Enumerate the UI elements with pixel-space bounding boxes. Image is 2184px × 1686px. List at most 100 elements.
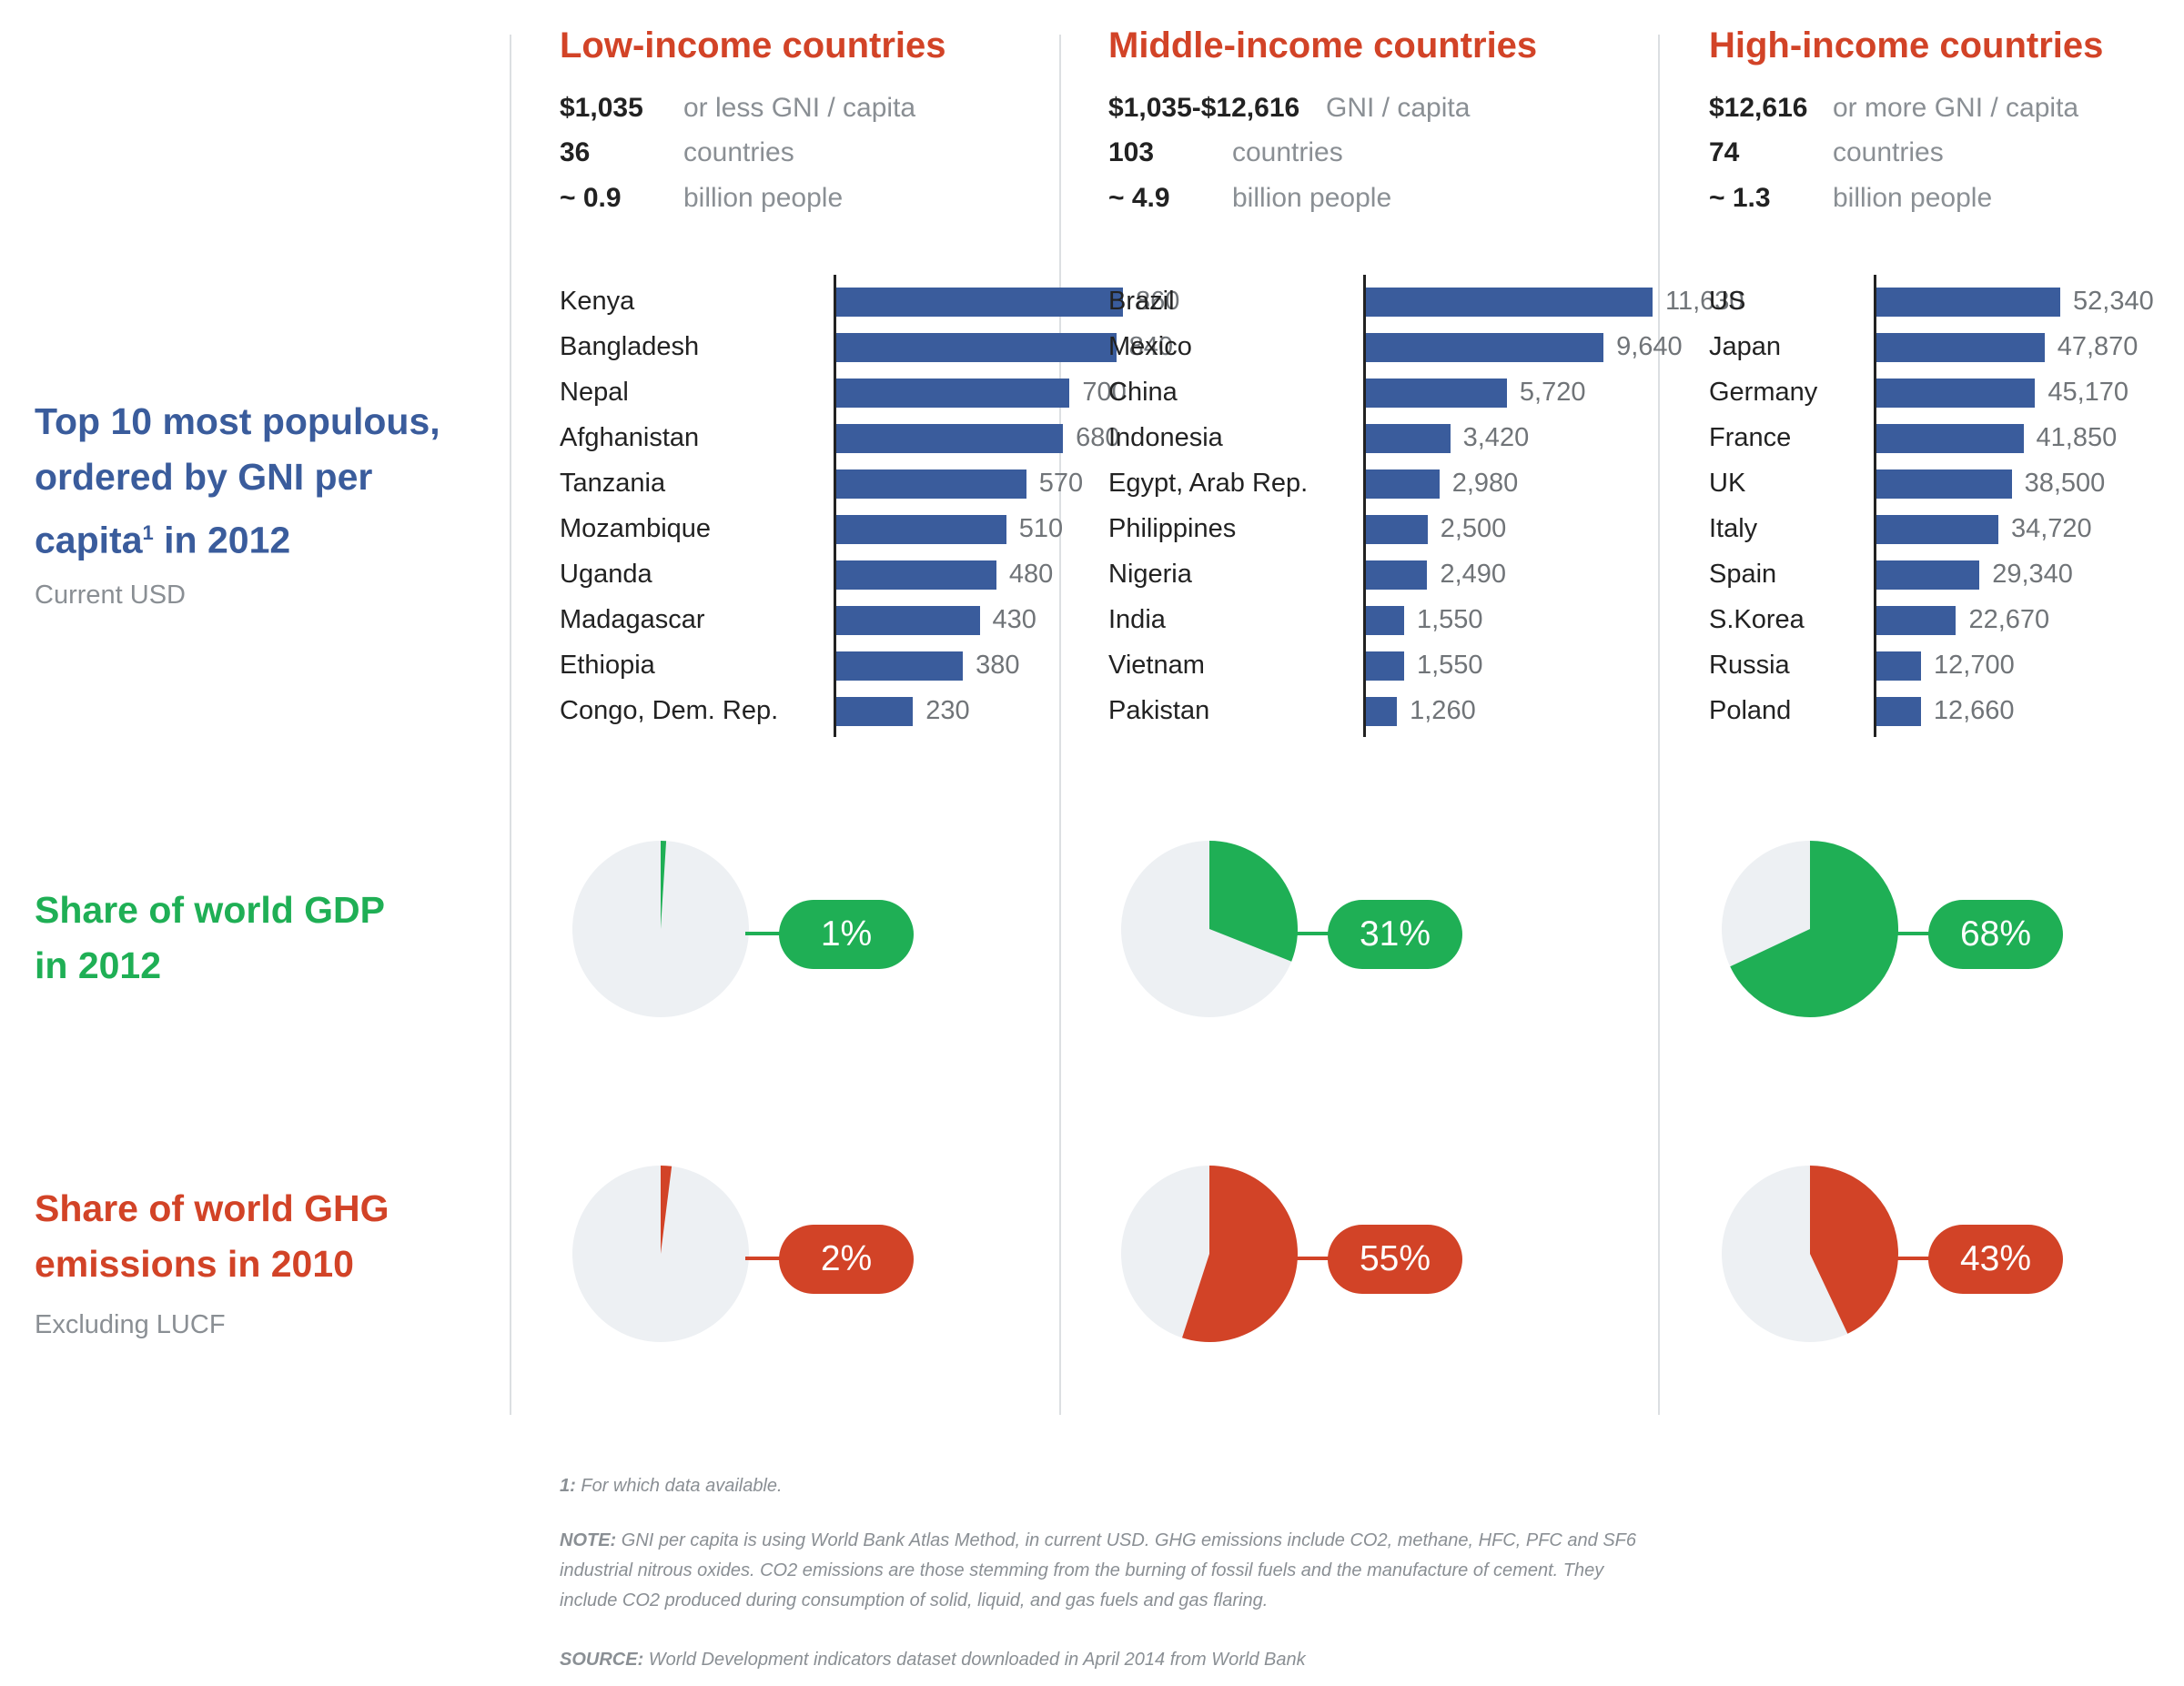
stat-value: 103 [1108,137,1155,167]
bar [1876,469,2012,499]
bar [1366,697,1398,726]
bar-category-label: Bangladesh [560,332,700,361]
column-divider [1059,35,1061,1415]
bar-value-label: 2,980 [1451,469,1519,498]
stat-value: $12,616 [1709,93,1808,123]
bar-value-label: 680 [1076,423,1120,452]
bar-category-label: China [1108,378,1178,407]
bar-category-label: Egypt, Arab Rep. [1108,469,1309,498]
bar-row: Nepal 700 [560,371,1127,417]
stat-value: ~ 0.9 [560,183,622,213]
footnote-text: World Development indicators dataset dow… [643,1650,1306,1670]
bar-value-label: 52,340 [2073,287,2154,316]
column-high-income: High-income countries $12,616 or more GNI… [1709,0,2184,1419]
bar-row: Bangladesh 840 [560,326,1173,371]
ghg-pie-connector [745,1257,787,1260]
bar-category-label: Nepal [560,378,629,407]
stat-value: ~ 4.9 [1108,183,1170,213]
stat-label: billion people [1833,183,1993,213]
gdp-pie-chart [1121,841,1298,1017]
pie-share-slice [661,1166,672,1254]
bar [836,424,1064,453]
column-divider [1658,35,1660,1415]
bar [1876,288,2060,317]
bar [1366,515,1428,544]
footnote-1: 1: For which data available. [560,1471,1652,1501]
bar-category-label: S.Korea [1709,605,1805,634]
bar-row: Tanzania 570 [560,462,1124,508]
bar-value-label: 430 [992,605,1036,634]
gdp-share-badge: 31% [1328,900,1462,969]
bar-row: Egypt, Arab Rep. 2,980 [1108,462,1673,508]
ghg-pie-chart [1722,1166,1898,1342]
bar-value-label: 29,340 [1992,560,2073,589]
bar-category-label: Ethiopia [560,651,655,680]
bar [836,697,914,726]
stat-label: billion people [683,183,844,213]
stat-value: 36 [560,137,591,167]
column-title: Middle-income countries [1108,25,1538,66]
bar-value-label: 860 [1136,287,1180,316]
bar-value-label: 700 [1082,378,1127,407]
bar-value-label: 230 [925,696,970,725]
stat-label: countries [1833,137,1944,167]
ghg-share-badge: 55% [1328,1225,1462,1294]
bar-category-label: India [1108,605,1166,634]
ghg-pie-chart [572,1166,749,1342]
bar-category-label: US [1709,287,1746,316]
bar [1366,288,1653,317]
bar-value-label: 3,420 [1462,423,1530,452]
pie-share-slice [1810,1166,1898,1334]
bar [836,515,1006,544]
bar-value-label: 570 [1038,469,1084,498]
footnote-key: NOTE: [560,1530,617,1550]
bar-row: Indonesia 3,420 [1108,417,1673,462]
gni-title-line-1: Top 10 most populous, [35,400,440,442]
bar [836,606,980,635]
bar-value-label: 34,720 [2010,514,2092,543]
bar [1366,379,1507,408]
bar-row: Nigeria 2,490 [1108,553,1673,599]
bar-category-label: Tanzania [560,469,666,498]
bar-category-label: Russia [1709,651,1790,680]
bar [836,469,1026,499]
bar-row: Poland 12,660 [1709,690,2184,735]
gdp-pie-chart [1722,841,1898,1017]
ghg-row-title: Share of world GHG emissions in 2010 [35,1181,389,1292]
bar-row: Kenya 860 [560,280,1179,326]
footnote-text: GNI per capita is using World Bank Atlas… [560,1530,1637,1610]
bar-category-label: Mexico [1108,332,1192,361]
bar-category-label: Philippines [1108,514,1237,543]
pie-share-slice [1730,841,1898,1017]
column-title: Low-income countries [560,25,946,66]
bar-category-label: Afghanistan [560,423,700,452]
bar-category-label: Italy [1709,514,1758,543]
bar-row: China 5,720 [1108,371,1673,417]
bar-row: Russia 12,700 [1709,644,2184,690]
bar-row: UK 38,500 [1709,462,2184,508]
bar-row: Congo, Dem. Rep. 230 [560,690,1124,735]
footnote-source: SOURCE: World Development indicators dat… [560,1645,1652,1675]
bar [1876,424,2024,453]
bar [1876,651,1921,681]
bar-category-label: Nigeria [1108,560,1192,589]
bar-category-label: Pakistan [1108,696,1210,725]
bar-value-label: 5,720 [1519,378,1586,407]
bar [1876,515,1998,544]
bar [1366,424,1451,453]
bar [1876,606,1956,635]
bar-value-label: 22,670 [1968,605,2050,634]
ghg-pie-connector [1895,1257,1936,1260]
bar-value-label: 1,260 [1410,696,1476,725]
bar-value-label: 2,490 [1440,560,1507,589]
ghg-row-subtitle: Excluding LUCF [35,1310,226,1339]
bar [1876,379,2036,408]
stat-label: GNI / capita [1326,93,1471,123]
ghg-share-badge: 43% [1928,1225,2063,1294]
bar [1876,697,1921,726]
bar-row: Brazil 11,630 [1108,280,1744,326]
bar-value-label: 38,500 [2024,469,2106,498]
bar-value-label: 12,700 [1934,651,2015,680]
bar-row: US 52,340 [1709,280,2184,326]
bar [836,651,964,681]
